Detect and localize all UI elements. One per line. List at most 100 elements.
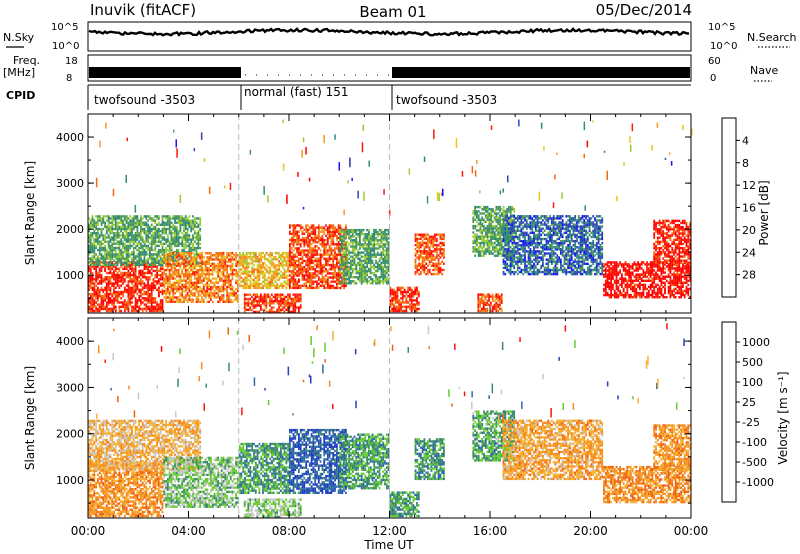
echo-cell: [314, 231, 316, 233]
echo-cell: [219, 301, 221, 303]
echo-cell: [267, 296, 269, 298]
echo-cell: [129, 247, 131, 249]
echo-cell: [354, 229, 356, 231]
echo-cell: [99, 245, 101, 247]
echo-cell: [131, 251, 133, 253]
echo-cell: [171, 232, 173, 234]
echo-cell: [219, 277, 221, 279]
echo-cell: [162, 282, 164, 284]
echo-cell: [99, 272, 101, 274]
echo-cell: [187, 217, 189, 219]
echo-cell: [165, 254, 167, 256]
echo-cell: [350, 241, 352, 243]
echo-cell: [384, 229, 386, 231]
echo-cell: [169, 256, 171, 258]
echo-cell: [117, 215, 119, 217]
echo-cell: [92, 236, 94, 238]
echo-cell: [336, 274, 338, 276]
echo-cell: [183, 230, 185, 232]
echo-cell: [194, 273, 196, 275]
echo-cell: [265, 306, 267, 308]
echo-cell: [212, 263, 214, 265]
echo-cell: [128, 272, 130, 274]
echo-cell: [172, 215, 174, 217]
echo-cell: [375, 260, 377, 262]
echo-cell: [137, 255, 139, 257]
echo-cell: [138, 270, 140, 272]
echo-cell: [217, 267, 219, 269]
echo-cell: [104, 241, 106, 243]
echo-cell: [122, 257, 124, 259]
echo-cell: [296, 239, 298, 241]
echo-cell: [165, 299, 167, 301]
echo-cell: [282, 254, 284, 256]
echo-cell: [189, 215, 191, 217]
echo-cell: [339, 268, 341, 270]
echo-cell: [163, 290, 165, 292]
echo-cell: [92, 224, 94, 226]
echo-cell: [153, 282, 155, 284]
echo-cell: [247, 294, 249, 296]
echo-cell: [266, 283, 268, 285]
echo-cell: [198, 290, 200, 292]
echo-cell: [162, 243, 164, 245]
echo-cell: [151, 310, 153, 312]
echo-cell: [104, 251, 106, 253]
echo-cell: [154, 257, 156, 259]
echo-cell: [187, 294, 189, 296]
echo-cell: [126, 215, 128, 217]
echo-cell: [129, 287, 131, 289]
echo-cell: [113, 264, 115, 266]
echo-cell: [331, 272, 333, 274]
echo-cell: [106, 293, 108, 295]
echo-cell: [375, 280, 377, 282]
echo-cell: [95, 257, 97, 259]
echo-cell: [122, 245, 124, 247]
echo-cell: [174, 277, 176, 279]
echo-cell: [370, 254, 372, 256]
echo-cell: [95, 306, 97, 308]
echo-cell: [267, 294, 269, 296]
echo-cell: [108, 262, 110, 264]
echo-cell: [113, 282, 115, 284]
echo-cell: [298, 268, 300, 270]
echo-cell: [291, 300, 293, 302]
echo-cell: [111, 253, 113, 255]
echo-cell: [384, 254, 386, 256]
echo-cell: [142, 249, 144, 251]
echo-cell: [120, 274, 122, 276]
echo-cell: [198, 294, 200, 296]
echo-cell: [129, 253, 131, 255]
echo-cell: [133, 262, 135, 264]
echo-cell: [208, 294, 210, 296]
echo-cell: [348, 258, 350, 260]
echo-cell: [189, 226, 191, 228]
echo-cell: [140, 234, 142, 236]
echo-cell: [302, 274, 304, 276]
echo-cell: [259, 279, 261, 281]
echo-cell: [172, 232, 174, 234]
echo-cell: [196, 269, 198, 271]
echo-cell: [190, 294, 192, 296]
echo-cell: [237, 271, 239, 273]
echo-cell: [314, 249, 316, 251]
echo-cell: [131, 295, 133, 297]
echo-cell: [293, 254, 295, 256]
echo-cell: [194, 253, 196, 255]
echo-cell: [117, 299, 119, 301]
echo-cell: [372, 280, 374, 282]
echo-cell: [354, 262, 356, 264]
echo-cell: [293, 268, 295, 270]
echo-cell: [273, 302, 275, 304]
echo-cell: [97, 215, 99, 217]
echo-cell: [165, 238, 167, 240]
echo-cell: [180, 224, 182, 226]
echo-cell: [359, 266, 361, 268]
echo-cell: [366, 233, 368, 235]
echo-cell: [181, 273, 183, 275]
echo-cell: [348, 254, 350, 256]
echo-cell: [219, 252, 221, 254]
echo-cell: [169, 249, 171, 251]
echo-cell: [119, 243, 121, 245]
echo-cell: [110, 251, 112, 253]
